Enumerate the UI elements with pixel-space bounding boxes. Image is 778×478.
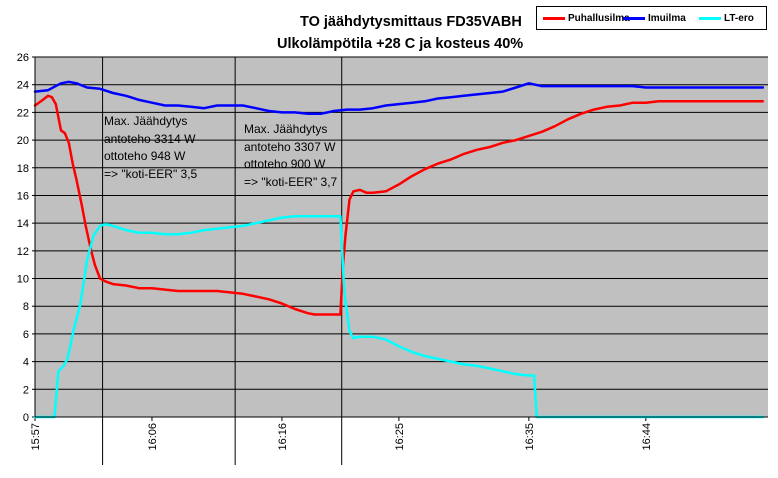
- y-tick-label-14: 14: [17, 218, 29, 230]
- y-tick-label-16: 16: [17, 190, 29, 202]
- y-tick-label-18: 18: [17, 163, 29, 175]
- annotation-1-line-2: antoteho 3314 W: [104, 131, 196, 146]
- chart-title: TO jäähdytysmittaus FD35VABH: [300, 14, 522, 30]
- legend-label-imuilma: Imuilma: [648, 12, 686, 24]
- y-tick-label-6: 6: [23, 329, 29, 341]
- y-tick-label-26: 26: [17, 52, 29, 64]
- x-tick-label-16:06: 16:06: [147, 423, 159, 451]
- annotation-2-line-1: Max. Jäähdytys: [244, 122, 328, 136]
- legend-label-puhallusilma: Puhallusilma: [568, 12, 630, 24]
- chart-legend: Puhallusilma Imuilma LT-ero: [536, 6, 767, 30]
- y-tick-label-12: 12: [17, 246, 29, 258]
- y-tick-label-10: 10: [17, 274, 29, 286]
- y-tick-label-8: 8: [23, 301, 29, 313]
- annotation-1-line-4: => "koti-EER" 3,5: [104, 166, 198, 181]
- legend-item-imuilma: Imuilma: [623, 7, 686, 29]
- annotation-2-line-3: ottoteho 900 W: [244, 157, 326, 171]
- annotation-first-measurement: Max. Jäähdytys antoteho 3314 W ottoteho …: [104, 113, 197, 183]
- x-axis-ticks: 15:57 16:06 16:16 16:25 16:35 16:44: [30, 417, 653, 451]
- annotation-2-line-2: antoteho 3307 W: [244, 139, 336, 154]
- annotation-1-line-3: ottoteho 948 W: [104, 149, 186, 163]
- legend-swatch-puhallusilma: [543, 16, 565, 20]
- y-tick-label-4: 4: [23, 357, 29, 369]
- legend-item-lt-ero: LT-ero: [699, 7, 754, 29]
- y-tick-label-20: 20: [17, 135, 29, 147]
- x-tick-label-16:16: 16:16: [277, 423, 289, 451]
- x-tick-label-15:57: 15:57: [30, 423, 42, 451]
- gridlines: [35, 56, 768, 390]
- y-tick-label-24: 24: [17, 80, 29, 92]
- chart-subtitle: Ulkolämpötila +28 C ja kosteus 40%: [277, 36, 524, 52]
- y-tick-label-0: 0: [23, 412, 29, 424]
- x-tick-label-16:25: 16:25: [394, 423, 406, 451]
- x-tick-label-16:35: 16:35: [524, 423, 536, 451]
- legend-item-puhallusilma: Puhallusilma: [543, 7, 630, 29]
- legend-swatch-lt-ero: [699, 16, 721, 20]
- x-tick-label-16:44: 16:44: [641, 423, 653, 451]
- annotation-1-line-1: Max. Jäähdytys: [104, 114, 188, 128]
- y-tick-label-22: 22: [17, 107, 29, 119]
- annotation-second-measurement: Max. Jäähdytys antoteho 3307 W ottoteho …: [244, 121, 337, 191]
- y-tick-label-2: 2: [23, 384, 29, 396]
- annotation-2-line-4: => "koti-EER" 3,7: [244, 174, 338, 189]
- plot-area-background: [35, 57, 768, 417]
- legend-swatch-imuilma: [623, 16, 645, 20]
- legend-label-lt-ero: LT-ero: [724, 12, 754, 24]
- series-line-imuilma: [33, 80, 765, 116]
